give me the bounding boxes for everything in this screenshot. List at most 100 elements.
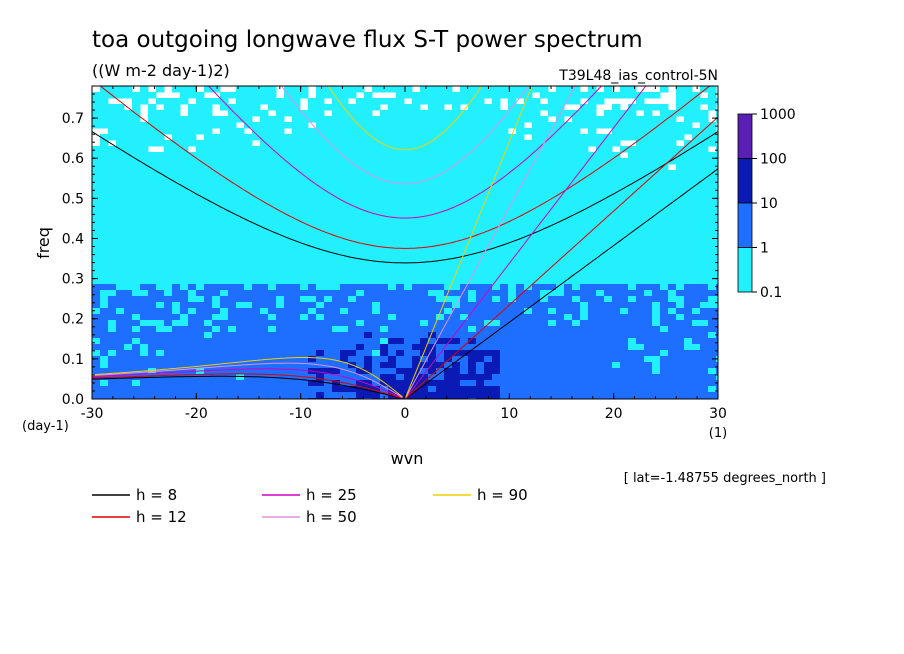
shading-cell <box>108 212 117 219</box>
shading-cell <box>420 110 429 117</box>
shading-cell <box>324 296 333 303</box>
shading-cell <box>148 110 157 117</box>
shading-cell <box>412 224 421 231</box>
shading-cell <box>540 212 549 219</box>
shading-cell <box>700 344 709 351</box>
shading-cell <box>116 272 125 279</box>
y-axis-title: freq <box>34 227 53 259</box>
shading-cell <box>284 158 293 165</box>
shading-cell <box>620 326 629 333</box>
shading-cell <box>428 98 437 105</box>
shading-cell <box>700 356 709 363</box>
shading-cell <box>516 278 525 285</box>
shading-cell <box>612 230 621 237</box>
shading-cell <box>276 158 285 165</box>
shading-cell <box>676 350 685 357</box>
shading-cell <box>340 254 349 261</box>
shading-cell <box>236 314 245 321</box>
shading-cell <box>460 194 469 201</box>
shading-cell <box>92 92 101 99</box>
shading-cell <box>396 380 405 387</box>
shading-cell <box>372 356 381 363</box>
shading-cell <box>652 290 661 297</box>
shading-cell <box>236 302 245 309</box>
shading-cell <box>572 278 581 285</box>
shading-cell <box>700 230 709 237</box>
shading-cell <box>428 224 437 231</box>
shading-cell <box>628 110 637 117</box>
shading-cell <box>244 104 253 111</box>
shading-cell <box>164 314 173 321</box>
shading-cell <box>636 260 645 267</box>
shading-cell <box>420 296 429 303</box>
shading-cell <box>556 320 565 327</box>
shading-cell <box>292 128 301 135</box>
shading-cell <box>356 152 365 159</box>
shading-cell <box>588 278 597 285</box>
y-tick-label: 0.7 <box>62 111 84 127</box>
shading-cell <box>164 188 173 195</box>
shading-cell <box>508 260 517 267</box>
shading-cell <box>324 200 333 207</box>
shading-cell <box>204 182 213 189</box>
shading-cell <box>516 374 525 381</box>
shading-cell <box>364 98 373 105</box>
shading-cell <box>348 380 357 387</box>
shading-cell <box>388 344 397 351</box>
shading-cell <box>716 302 718 309</box>
shading-cell <box>140 224 149 231</box>
shading-cell <box>428 110 437 117</box>
shading-cell <box>292 206 301 213</box>
shading-cell <box>428 296 437 303</box>
shading-cell <box>276 116 285 123</box>
shading-cell <box>140 164 149 171</box>
shading-cell <box>108 356 117 363</box>
shading-cell <box>716 236 718 243</box>
shading-cell <box>220 128 229 135</box>
shading-cell <box>124 188 133 195</box>
shading-cell <box>580 224 589 231</box>
shading-cell <box>308 176 317 183</box>
shading-cell <box>676 368 685 375</box>
shading-cell <box>268 122 277 129</box>
shading-cell <box>564 200 573 207</box>
shading-cell <box>684 362 693 369</box>
shading-cell <box>284 206 293 213</box>
shading-cell <box>132 176 141 183</box>
shading-cell <box>628 278 637 285</box>
shading-cell <box>292 326 301 333</box>
shading-cell <box>220 368 229 375</box>
shading-cell <box>596 332 605 339</box>
shading-cell <box>684 380 693 387</box>
shading-cell <box>572 260 581 267</box>
shading-cell <box>532 104 541 111</box>
shading-cell <box>532 110 541 117</box>
shading-cell <box>276 344 285 351</box>
shading-cell <box>660 206 669 213</box>
shading-cell <box>420 368 429 375</box>
shading-cell <box>652 368 661 375</box>
shading-cell <box>452 128 461 135</box>
shading-cell <box>220 170 229 177</box>
shading-cell <box>612 158 621 165</box>
shading-cell <box>508 344 517 351</box>
shading-cell <box>444 146 453 153</box>
shading-cell <box>444 140 453 147</box>
shading-cell <box>404 362 413 369</box>
shading-cell <box>372 344 381 351</box>
shading-cell <box>332 332 341 339</box>
shading-cell <box>564 332 573 339</box>
shading-cell <box>356 128 365 135</box>
shading-cell <box>684 356 693 363</box>
shading-cell <box>468 332 477 339</box>
shading-cell <box>348 170 357 177</box>
shading-cell <box>180 344 189 351</box>
shading-cell <box>716 140 718 147</box>
shading-cell <box>220 386 229 393</box>
shading-cell <box>372 350 381 357</box>
shading-cell <box>436 170 445 177</box>
shading-cell <box>612 170 621 177</box>
shading-cell <box>236 338 245 345</box>
shading-cell <box>404 356 413 363</box>
shading-cell <box>132 236 141 243</box>
